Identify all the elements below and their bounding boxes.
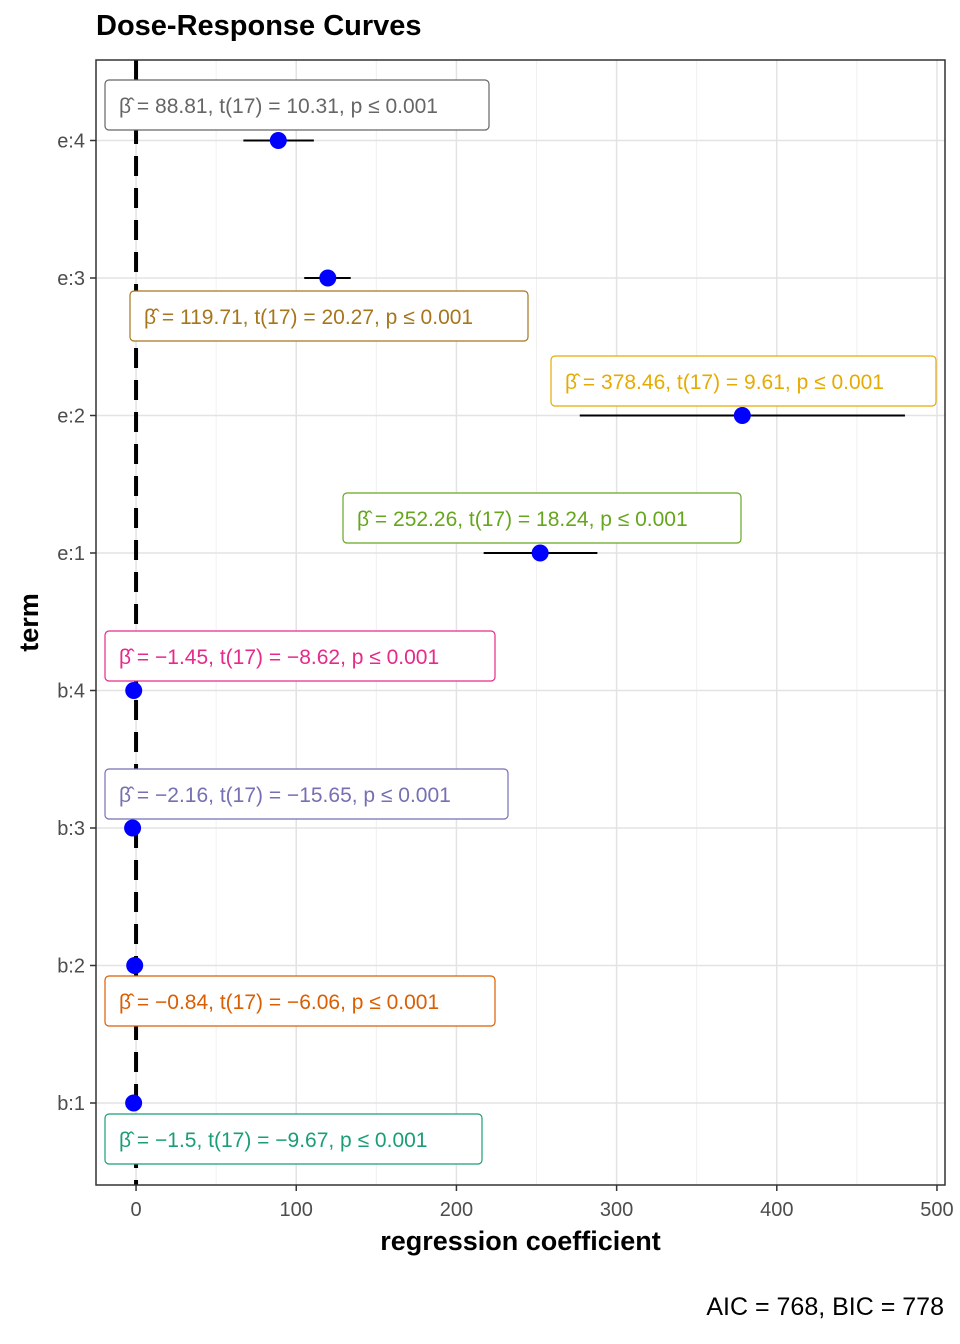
y-tick-label: e:3 <box>57 268 85 290</box>
x-tick-label: 100 <box>280 1199 313 1221</box>
x-tick-label: 500 <box>920 1199 953 1221</box>
point-estimate <box>531 544 549 562</box>
estimate-label: β̂ = 252.26, t(17) = 18.24, p ≤ 0.001 <box>357 508 688 531</box>
estimate-label-box <box>550 355 937 407</box>
estimate-label: β̂ = −0.84, t(17) = −6.06, p ≤ 0.001 <box>119 991 439 1014</box>
estimate-label: β̂ = −1.45, t(17) = −8.62, p ≤ 0.001 <box>119 646 439 669</box>
point-estimate <box>319 269 337 287</box>
point-estimate <box>733 407 751 424</box>
point-estimate <box>269 132 287 149</box>
estimate-label-box <box>104 975 496 1027</box>
estimate-label-box <box>104 630 496 682</box>
estimate-label-box <box>104 79 490 131</box>
point-estimate <box>124 819 142 837</box>
y-tick-label: b:4 <box>57 681 85 703</box>
y-tick-label: b:1 <box>57 1093 85 1115</box>
estimate-label-box <box>104 1113 483 1165</box>
coefficient-plot: 0 100 200 300 400 500 b:1 b:2 b:3 b:4 e:1 e:2 e:3 e:4… <box>14 59 954 1256</box>
estimate-label: β̂ = 378.46, t(17) = 9.61, p ≤ 0.001 <box>565 371 884 394</box>
x-tick-label: 200 <box>440 1199 473 1221</box>
estimate-label-box <box>342 492 742 544</box>
point-estimate <box>126 957 144 974</box>
point-estimate <box>125 1094 143 1112</box>
model-fit-caption: AIC = 768, BIC = 778 <box>706 1293 944 1321</box>
y-tick-label: e:2 <box>57 406 85 428</box>
estimate-label: β̂ = −2.16, t(17) = −15.65, p ≤ 0.001 <box>119 784 451 807</box>
x-axis-title: regression coefficient <box>380 1226 661 1256</box>
estimate-label: β̂ = 88.81, t(17) = 10.31, p ≤ 0.001 <box>119 95 438 118</box>
panel-border <box>95 59 946 1186</box>
y-tick-label: b:3 <box>57 818 85 840</box>
x-tick-label: 300 <box>600 1199 633 1221</box>
y-tick-label: e:4 <box>57 131 85 153</box>
estimate-label-box <box>129 290 529 342</box>
chart-title: Dose-Response Curves <box>96 10 422 42</box>
x-tick-label: 400 <box>760 1199 793 1221</box>
y-axis-title: term <box>14 593 44 652</box>
y-tick-label: e:1 <box>57 543 85 565</box>
estimate-label-box <box>104 768 509 820</box>
estimate-label: β̂ = 119.71, t(17) = 20.27, p ≤ 0.001 <box>144 306 473 329</box>
point-estimate <box>125 682 143 699</box>
x-tick-label: 0 <box>130 1199 141 1221</box>
estimate-label: β̂ = −1.5, t(17) = −9.67, p ≤ 0.001 <box>119 1129 427 1152</box>
y-tick-label: b:2 <box>57 956 85 978</box>
